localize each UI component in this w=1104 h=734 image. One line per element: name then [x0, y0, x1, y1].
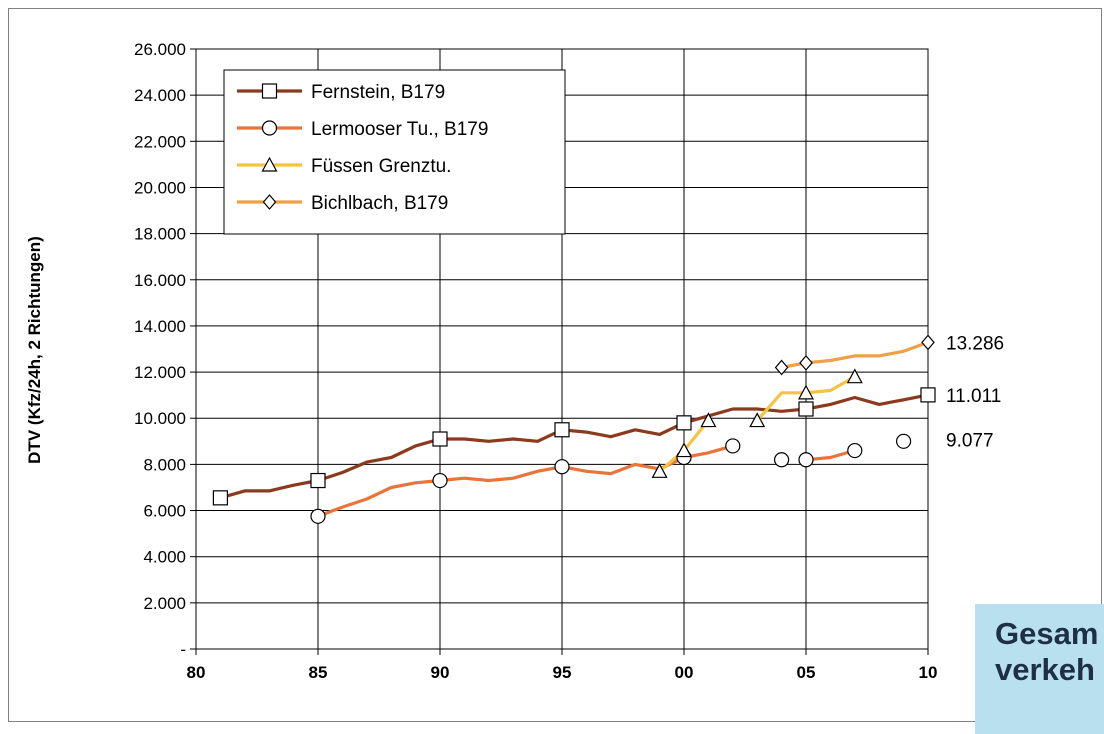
x-tick-label: 90 — [431, 663, 450, 682]
chart-frame: - 2.000 4.000 6.000 8.000 10.000 12.000 14.000 1… — [8, 8, 1104, 734]
x-tick-label: 05 — [797, 663, 816, 682]
y-tick-label: 22.000 — [134, 132, 186, 151]
y-tick-label: 24.000 — [134, 86, 186, 105]
data-point-f-ssen-grenztu — [749, 412, 766, 428]
data-point-bichlbach-b179 — [799, 354, 813, 371]
series-line-lermooser-tu-b179 — [805, 448, 856, 462]
y-axis-title: DTV (Kfz/24h, 2 Richtungen) — [25, 236, 44, 464]
data-point-f-ssen-grenztu — [797, 384, 815, 400]
data-point-lermooser-tu-b179 — [895, 433, 912, 449]
data-point-f-ssen-grenztu — [846, 368, 863, 384]
legend-marker-fernstein-b179 — [261, 83, 278, 99]
series-line-lermooser-tu-b179 — [317, 444, 734, 518]
annotations: 13.286 11.011 9.077 — [946, 333, 1004, 451]
y-axis-ticks: - 2.000 4.000 6.000 8.000 10.000 12.000 14.000 1… — [134, 40, 196, 659]
data-point-lermooser-tu-b179 — [432, 472, 448, 489]
end-value-label: 11.011 — [946, 386, 1001, 407]
legend-label-bichlbach-b179: Bichlbach, B179 — [311, 193, 448, 214]
y-tick-label: 2.000 — [143, 594, 186, 613]
banner-text: Gesam verkeh — [995, 616, 1099, 687]
data-point-lermooser-tu-b179 — [310, 508, 326, 524]
data-point-lermooser-tu-b179 — [773, 452, 790, 468]
y-tick-label: 8.000 — [143, 455, 186, 474]
y-tick-label: 20.000 — [134, 178, 186, 197]
data-point-f-ssen-grenztu — [651, 463, 668, 478]
y-tick-label: - — [180, 640, 186, 659]
series-markers — [212, 334, 936, 524]
legend-box — [223, 69, 566, 235]
data-point-fernstein-b179 — [432, 431, 448, 447]
x-tick-label: 10 — [919, 663, 938, 682]
data-point-bichlbach-b179 — [921, 334, 935, 351]
data-point-lermooser-tu-b179 — [847, 442, 863, 459]
data-point-f-ssen-grenztu — [700, 412, 717, 428]
legend-label-fernstein-b179: Fernstein, B179 — [311, 82, 445, 103]
x-axis-ticks: 80 85 90 95 00 05 10 — [187, 649, 938, 682]
legend: Fernstein, B179 Lermooser Tu., B179 Füssen… — [223, 69, 566, 235]
data-point-fernstein-b179 — [554, 422, 570, 438]
data-point-fernstein-b179 — [212, 490, 228, 506]
end-value-label: 9.077 — [946, 431, 994, 452]
y-tick-label: 4.000 — [143, 548, 186, 567]
legend-marker-f-ssen-grenztu — [261, 156, 278, 172]
y-tick-label: 26.000 — [134, 40, 186, 59]
series-lines — [219, 340, 929, 518]
x-tick-label: 80 — [187, 663, 206, 682]
y-tick-label: 6.000 — [143, 502, 186, 521]
legend-label-lermooser-tu-b179: Lermooser Tu., B179 — [311, 119, 488, 140]
y-tick-label: 14.000 — [134, 317, 186, 336]
legend-label-f-ssen-grenztu: Füssen Grenztu. — [311, 156, 451, 177]
legend-marker-lermooser-tu-b179 — [261, 120, 278, 136]
data-point-fernstein-b179 — [920, 387, 936, 403]
y-tick-label: 16.000 — [134, 271, 186, 290]
series-line-fernstein-b179 — [219, 393, 929, 500]
x-tick-label: 95 — [553, 663, 572, 682]
y-tick-label: 10.000 — [134, 409, 186, 428]
data-point-fernstein-b179 — [798, 401, 814, 417]
banner: Gesam verkeh — [975, 604, 1104, 734]
data-point-fernstein-b179 — [310, 472, 326, 489]
y-tick-label: 12.000 — [134, 363, 186, 382]
x-tick-label: 00 — [675, 663, 694, 682]
data-point-fernstein-b179 — [676, 415, 692, 431]
x-tick-label: 85 — [309, 663, 328, 682]
end-value-label: 13.286 — [946, 333, 1004, 354]
data-point-bichlbach-b179 — [774, 359, 789, 376]
y-tick-label: 18.000 — [134, 225, 186, 244]
data-point-lermooser-tu-b179 — [554, 459, 570, 475]
data-point-lermooser-tu-b179 — [725, 438, 741, 454]
data-point-f-ssen-grenztu — [675, 442, 693, 458]
line-chart: - 2.000 4.000 6.000 8.000 10.000 12.000 14.000 1… — [25, 40, 1004, 682]
legend-marker-bichlbach-b179 — [262, 194, 277, 210]
data-point-lermooser-tu-b179 — [798, 452, 814, 468]
